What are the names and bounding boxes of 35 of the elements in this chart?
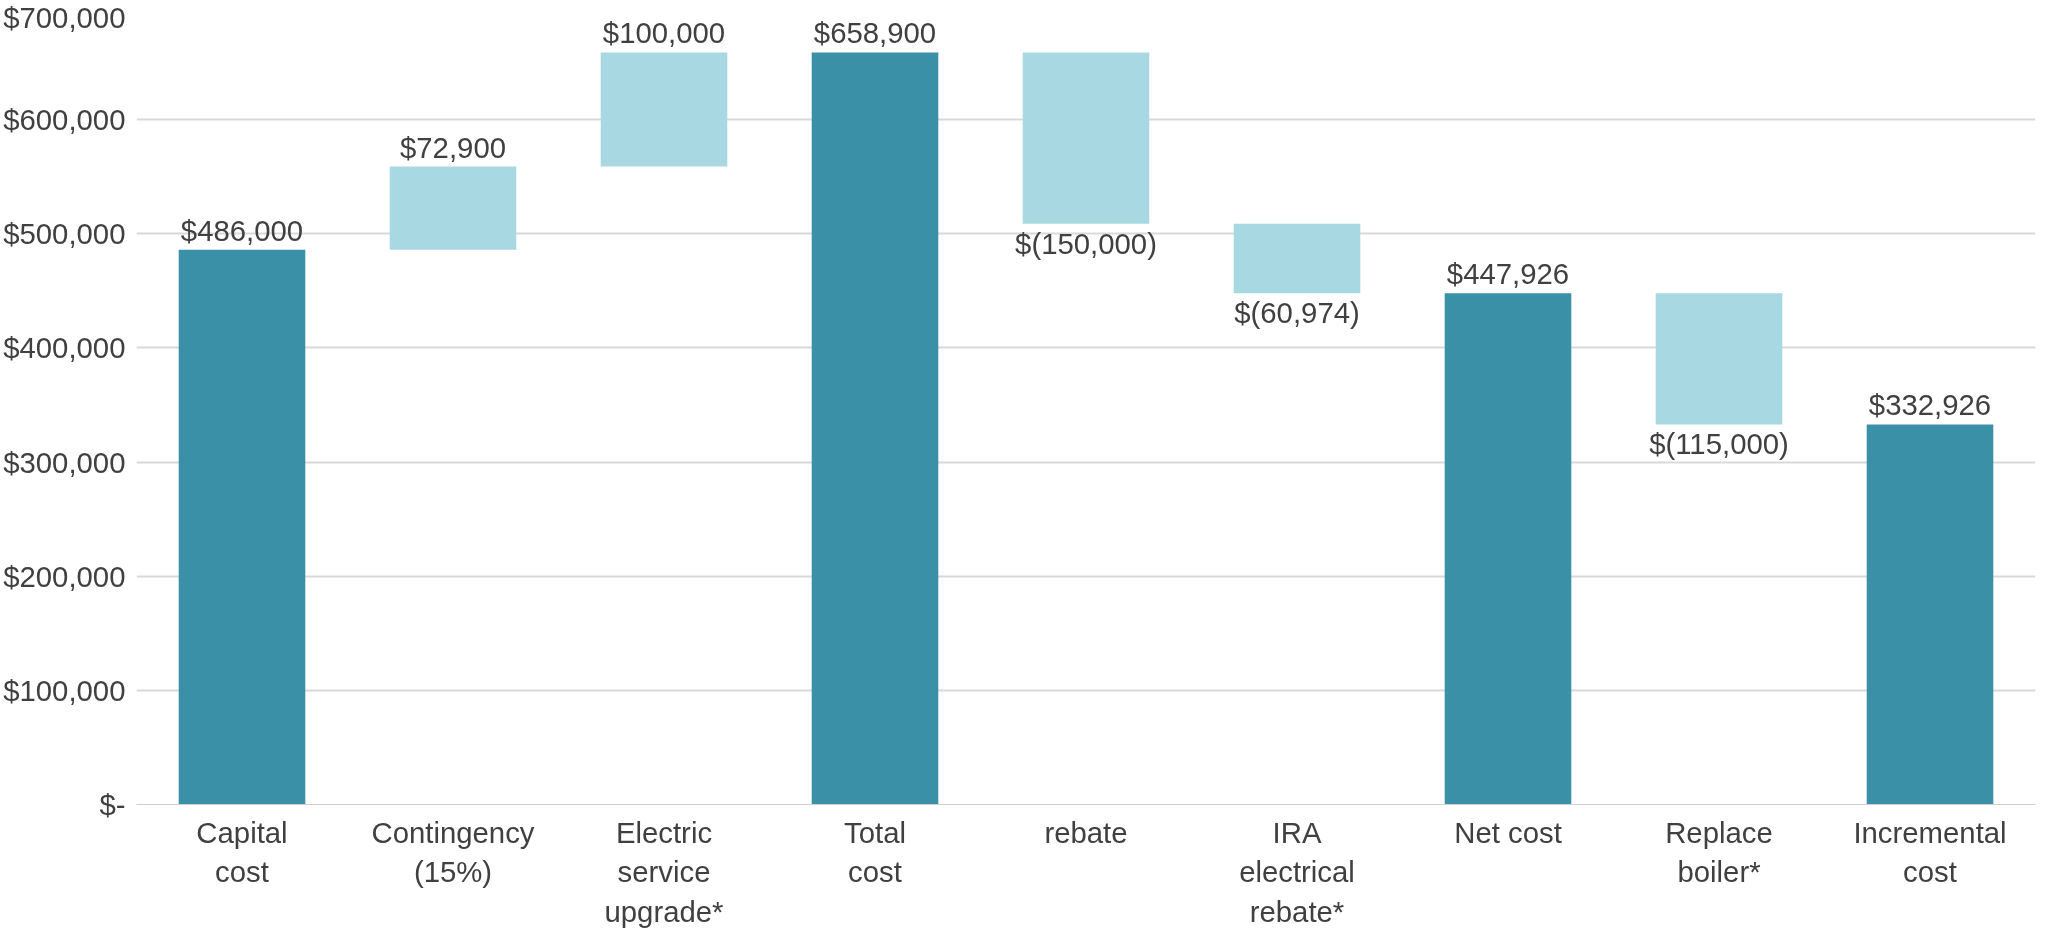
x-tick-label: Capital cost <box>196 815 288 889</box>
bar <box>600 52 728 167</box>
x-tick-label: IRA electrical rebate* <box>1239 815 1355 928</box>
y-tick-label: $- <box>99 788 126 821</box>
data-label: $(150,000) <box>1015 226 1157 260</box>
bar <box>178 249 306 805</box>
bar <box>1022 52 1150 224</box>
y-tick-label: $100,000 <box>3 673 126 707</box>
data-label: $447,926 <box>1446 257 1570 291</box>
x-tick-label: Incremental cost <box>1853 815 2007 889</box>
x-tick-label: Net cost <box>1454 815 1562 849</box>
bar <box>1655 293 1783 425</box>
bar <box>389 166 517 250</box>
data-label: $100,000 <box>602 16 726 50</box>
data-label: $72,900 <box>399 130 507 164</box>
data-label: $658,900 <box>813 16 937 50</box>
y-tick-label: $300,000 <box>3 445 126 479</box>
x-tick-label: Contingency (15%) <box>371 815 535 889</box>
bar <box>1444 293 1572 805</box>
x-tick-label: rebate <box>1044 815 1128 849</box>
x-tick-label: Replace boiler* <box>1665 815 1773 889</box>
bar <box>1866 424 1994 805</box>
data-label: $(115,000) <box>1649 427 1789 461</box>
y-tick-label: $600,000 <box>3 103 126 137</box>
y-tick-label: $500,000 <box>3 217 126 251</box>
x-tick-label: Total cost <box>844 815 906 889</box>
bar <box>1233 223 1361 294</box>
data-label: $(60,974) <box>1234 296 1360 330</box>
y-tick-label: $400,000 <box>3 331 126 365</box>
x-tick-label: Electric service upgrade* <box>604 815 724 928</box>
y-tick-label: $700,000 <box>3 0 126 34</box>
data-label: $486,000 <box>180 213 304 247</box>
bar <box>811 52 939 805</box>
data-label: $332,926 <box>1868 388 1992 422</box>
y-tick-label: $200,000 <box>3 559 126 593</box>
